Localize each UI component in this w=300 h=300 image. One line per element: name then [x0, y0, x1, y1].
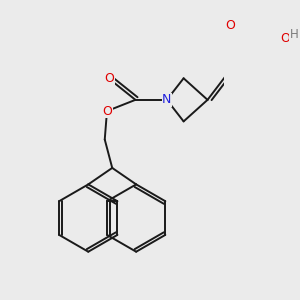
Text: O: O — [102, 105, 112, 118]
Text: O: O — [280, 32, 290, 45]
Text: N: N — [162, 93, 172, 106]
Text: H: H — [290, 28, 299, 41]
Text: O: O — [225, 19, 235, 32]
Text: O: O — [104, 72, 114, 86]
